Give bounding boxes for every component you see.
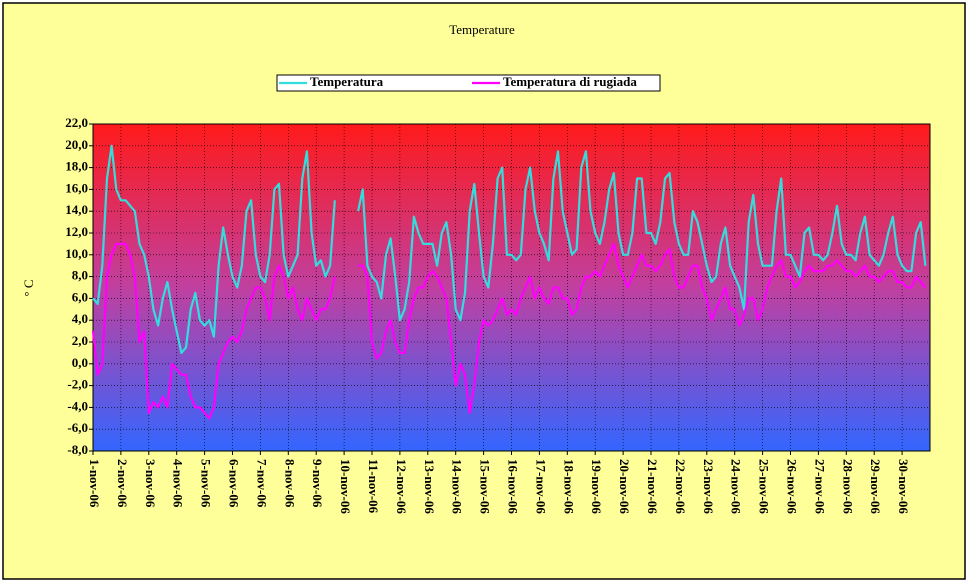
x-tick-label: 27-nov-06 [812, 459, 827, 514]
x-tick-label: 17-nov-06 [533, 459, 548, 514]
x-tick-label: 9-nov-06 [310, 459, 325, 508]
y-tick-label: 18,0 [65, 159, 88, 174]
x-tick-label: 22-nov-06 [673, 459, 688, 514]
y-tick-label: -6,0 [67, 420, 88, 435]
y-tick-label: 22,0 [65, 115, 88, 130]
x-tick-label: 14-nov-06 [450, 459, 465, 514]
y-axis-label: ° C [21, 279, 36, 296]
x-tick-label: 24-nov-06 [729, 459, 744, 514]
x-tick-label: 15-nov-06 [478, 459, 493, 514]
y-tick-label: 0,0 [72, 355, 88, 370]
legend-label: Temperatura di rugiada [503, 74, 637, 89]
x-tick-label: 13-nov-06 [422, 459, 437, 514]
x-tick-label: 5-nov-06 [199, 459, 214, 508]
chart-title: Temperature [449, 22, 515, 37]
y-tick-label: 6,0 [72, 289, 88, 304]
x-tick-label: 30-nov-06 [896, 459, 911, 514]
series-line [92, 144, 927, 354]
x-tick-label: 4-nov-06 [171, 459, 186, 508]
x-tick-label: 1-nov-06 [87, 459, 102, 508]
x-tick-label: 7-nov-06 [254, 459, 269, 508]
x-tick-label: 16-nov-06 [506, 459, 521, 514]
y-tick-label: 20,0 [65, 137, 88, 152]
y-tick-label: 4,0 [72, 311, 88, 326]
x-tick-label: 23-nov-06 [701, 459, 716, 514]
x-tick-label: 8-nov-06 [282, 459, 297, 508]
x-tick-label: 11-nov-06 [366, 459, 381, 514]
x-tick-label: 20-nov-06 [617, 459, 632, 514]
x-tick-label: 3-nov-06 [143, 459, 158, 508]
y-tick-label: -4,0 [67, 398, 88, 413]
x-tick-label: 25-nov-06 [757, 459, 772, 514]
y-tick-label: 12,0 [65, 224, 88, 239]
x-tick-label: 10-nov-06 [338, 459, 353, 514]
y-tick-label: 8,0 [72, 268, 88, 283]
plot-area [92, 123, 931, 452]
x-tick-label: 19-nov-06 [589, 459, 604, 514]
y-tick-label: 16,0 [65, 180, 88, 195]
x-tick-label: 21-nov-06 [645, 459, 660, 514]
x-tick-label: 26-nov-06 [785, 459, 800, 514]
x-tick-label: 18-nov-06 [561, 459, 576, 514]
x-tick-label: 6-nov-06 [227, 459, 242, 508]
legend [276, 74, 661, 92]
y-tick-label: -2,0 [67, 377, 88, 392]
y-tick-label: 10,0 [65, 246, 88, 261]
x-tick-label: 12-nov-06 [394, 459, 409, 514]
y-tick-label: -8,0 [67, 442, 88, 457]
x-tick-label: 2-nov-06 [115, 459, 130, 508]
x-tick-label: 29-nov-06 [868, 459, 883, 514]
y-tick-label: 2,0 [72, 333, 88, 348]
x-tick-label: 28-nov-06 [840, 459, 855, 514]
legend-label: Temperatura [310, 74, 384, 89]
series-line [91, 242, 927, 420]
y-tick-label: 14,0 [65, 202, 88, 217]
